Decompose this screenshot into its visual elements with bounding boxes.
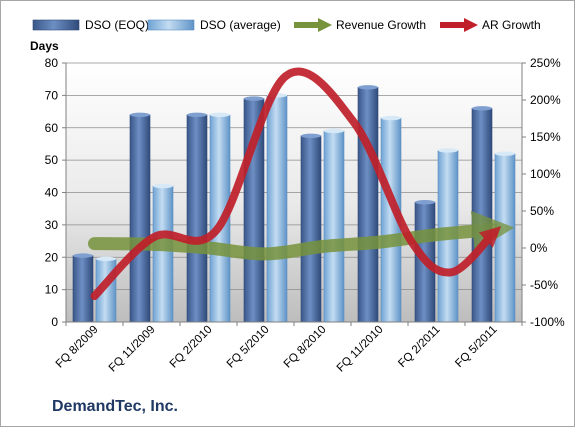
x-tick-label: FQ 8/2009 — [54, 324, 101, 371]
bar-dso-average — [266, 95, 288, 323]
legend-label: DSO (EOQ) — [85, 18, 149, 32]
bar-dso-average — [152, 185, 174, 323]
bar-dso-eoq — [186, 114, 208, 323]
bar-top — [244, 96, 264, 101]
x-tick-label: FQ 8/2010 — [282, 324, 329, 371]
y-left-axis-title: Days — [30, 39, 59, 53]
bar-top — [153, 183, 173, 189]
bar-top — [358, 85, 378, 90]
bar-top — [472, 106, 492, 111]
y-left-tick-label: 20 — [45, 250, 59, 264]
bar-dso-eoq — [357, 86, 379, 323]
bar-top — [130, 112, 150, 118]
company-name: DemandTec, Inc. — [52, 398, 178, 415]
y-left-tick-label: 0 — [51, 315, 58, 329]
bar-top — [324, 128, 344, 134]
y-left-tick-label: 50 — [45, 153, 59, 167]
ar-growth-line — [90, 67, 502, 301]
x-tick-label: FQ 5/2010 — [225, 324, 272, 371]
legend-arrow-icon — [318, 18, 332, 32]
y-right-tick-label: -100% — [530, 315, 565, 329]
x-tick-label: FQ 2/2010 — [168, 324, 215, 371]
y-left-tick-label: 40 — [45, 186, 59, 200]
bar-dso-eoq — [129, 114, 151, 323]
y-right-tick-label: 250% — [530, 56, 561, 70]
legend-arrow-icon — [464, 18, 478, 32]
y-right-tick-label: 0% — [530, 241, 548, 255]
bar-top — [438, 148, 458, 153]
y-right-tick-label: 50% — [530, 204, 554, 218]
bar-top — [301, 133, 321, 139]
y-left-tick-label: 80 — [45, 56, 59, 70]
x-tick-label: FQ 5/2011 — [453, 324, 499, 370]
y-left-tick-label: 10 — [45, 283, 59, 297]
legend: DSO (EOQ) DSO (average) Revenue Growth AR G… — [32, 18, 541, 32]
legend-label: AR Growth — [482, 18, 541, 32]
bar-top — [73, 253, 93, 258]
y-right-tick-label: 100% — [530, 167, 561, 181]
y-right-tick-label: -50% — [530, 278, 558, 292]
bar-top — [381, 115, 401, 121]
legend-label: DSO (average) — [200, 18, 281, 32]
bar-top — [187, 112, 207, 118]
growth-lines — [88, 67, 515, 301]
bar-top — [495, 151, 515, 156]
x-tick-label: FQ 11/2010 — [335, 324, 386, 375]
bar-dso-average — [494, 153, 516, 323]
y-right-tick-label: 200% — [530, 93, 561, 107]
legend-label: Revenue Growth — [336, 18, 426, 32]
legend-swatch-dso-eoq — [32, 19, 80, 31]
x-tick-label: FQ 2/2011 — [396, 324, 442, 370]
bar-dso-average — [323, 130, 345, 323]
bar-dso-eoq — [72, 255, 94, 323]
y-left-tick-label: 30 — [45, 218, 59, 232]
x-tick-label: FQ 11/2009 — [107, 324, 158, 375]
bar-dso-eoq — [471, 108, 493, 323]
y-right-tick-label: 150% — [530, 130, 561, 144]
bar-top — [96, 256, 116, 262]
bar-dso-eoq — [300, 135, 322, 323]
y-left-tick-label: 70 — [45, 88, 59, 102]
y-left-tick-label: 60 — [45, 121, 59, 135]
bar-top — [210, 112, 230, 118]
bar-top — [415, 200, 435, 205]
revenue-growth-line — [88, 210, 515, 261]
legend-swatch-dso-average — [147, 19, 195, 31]
